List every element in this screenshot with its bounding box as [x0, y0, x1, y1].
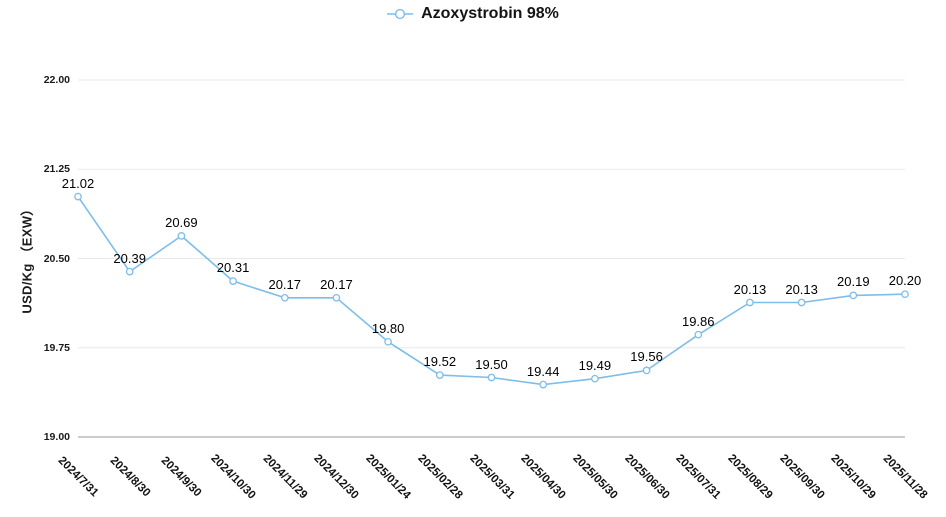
- point-value-label: 21.02: [61, 175, 95, 191]
- point-value-label: 20.31: [216, 260, 250, 276]
- data-point-marker[interactable]: [591, 374, 599, 383]
- point-value-label: 20.13: [733, 281, 767, 297]
- point-value-label: 20.39: [113, 250, 146, 266]
- data-point-marker[interactable]: [797, 298, 806, 307]
- point-value-label: 20.20: [888, 273, 922, 289]
- data-point-marker[interactable]: [74, 192, 82, 201]
- y-tick-label: 20.50: [43, 252, 70, 265]
- point-value-label: 20.13: [785, 281, 818, 297]
- data-point-marker[interactable]: [384, 337, 392, 346]
- data-point-marker[interactable]: [849, 291, 858, 300]
- point-value-label: 19.44: [526, 363, 560, 379]
- y-tick-label: 22.00: [43, 74, 70, 86]
- point-value-label: 19.49: [578, 357, 612, 373]
- point-value-label: 20.19: [837, 274, 870, 290]
- point-value-label: 19.52: [423, 354, 457, 370]
- data-point-marker[interactable]: [487, 373, 496, 382]
- point-value-label: 20.17: [320, 276, 353, 292]
- legend-label: Azoxystrobin 98%: [421, 5, 559, 22]
- data-point-marker[interactable]: [229, 277, 237, 285]
- point-value-label: 20.17: [268, 276, 302, 292]
- point-value-label: 19.50: [475, 356, 508, 372]
- data-point-marker[interactable]: [435, 371, 444, 379]
- line-marker-icon: [387, 8, 414, 20]
- point-value-label: 19.86: [681, 313, 715, 329]
- y-tick-label: 21.25: [43, 163, 70, 176]
- legend-item-azoxystrobin[interactable]: Azoxystrobin 98%: [387, 5, 559, 23]
- y-tick-label: 19.00: [43, 431, 70, 443]
- point-value-label: 19.80: [371, 320, 405, 336]
- data-point-marker[interactable]: [332, 293, 341, 302]
- point-value-label: 20.69: [165, 214, 198, 230]
- data-point-marker[interactable]: [280, 293, 289, 302]
- y-tick-label: 19.75: [43, 341, 70, 354]
- point-value-label: 19.56: [630, 349, 663, 365]
- data-point-marker[interactable]: [746, 298, 754, 307]
- data-point-marker[interactable]: [539, 380, 548, 389]
- data-point-marker[interactable]: [694, 330, 703, 339]
- data-point-marker[interactable]: [901, 290, 909, 299]
- data-point-marker[interactable]: [642, 366, 651, 375]
- data-point-marker[interactable]: [177, 232, 186, 240]
- data-point-marker[interactable]: [125, 267, 134, 276]
- legend: Azoxystrobin 98%: [0, 5, 946, 23]
